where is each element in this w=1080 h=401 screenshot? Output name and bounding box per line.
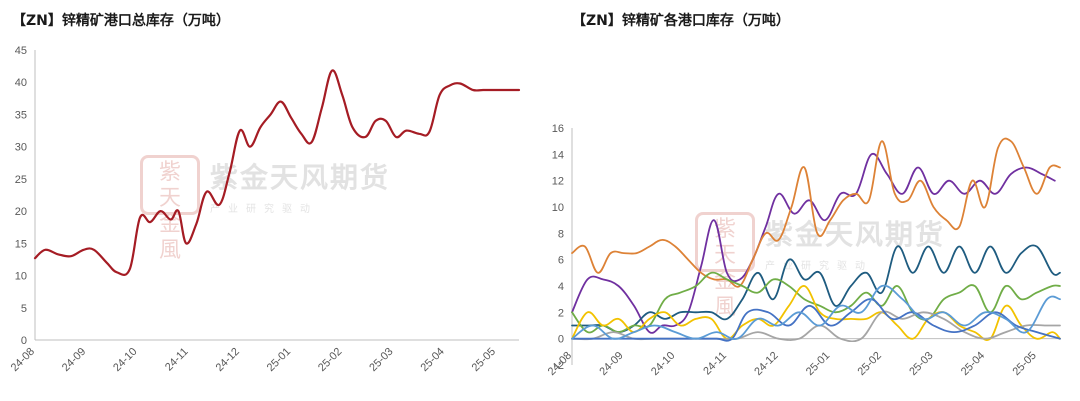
left-chart-x-tick-label: 24-09: [60, 346, 88, 374]
left-chart-y-tick-label: 20: [15, 206, 27, 218]
left-chart-y-tick-label: 40: [15, 77, 27, 89]
right-chart-y-tick-label: 16: [552, 123, 564, 135]
left-chart-x-tick-label: 24-12: [214, 346, 242, 374]
right-chart-x-tick-label: 25-04: [959, 350, 987, 378]
right-chart-series-line-7: [571, 284, 1061, 340]
right-chart-y-tick-label: 10: [552, 202, 564, 214]
left-chart-x-tick-label: 24-10: [111, 346, 139, 374]
right-chart-y-tick-label: -2: [554, 360, 564, 372]
right-chart-x-tick-label: 24-09: [597, 350, 625, 378]
right-chart-panel: 【ZN】锌精矿各港口库存（万吨） 紫天金風 紫金天风期货 产业研究驱动 -2 0 2…: [540, 0, 1080, 401]
left-chart-y-tick-label: 10: [15, 271, 27, 283]
right-chart-series-line-4: [571, 285, 1061, 341]
left-chart-x-tick-label: 25-04: [418, 346, 446, 374]
left-chart-y-tick-label: 5: [21, 303, 27, 315]
right-chart-y-tick-label: 2: [558, 307, 564, 319]
right-chart-y-tick-label: 6: [558, 255, 564, 267]
left-chart-y-tick-label: 30: [15, 142, 27, 154]
left-chart-x-tick-label: 25-03: [367, 346, 395, 374]
left-chart-svg: 0 5 10 15 20 25 30 35 40 45 24-08 24-09 24-10 24-11 24…: [9, 45, 521, 374]
right-chart-x-tick-label: 25-01: [804, 350, 832, 378]
right-chart-svg: -2 0 2 4 6 8 10 12 14 16 24-08 24-09 24-10 24-11 24-12…: [546, 123, 1061, 378]
left-chart-title: 【ZN】锌精矿港口总库存（万吨）: [12, 13, 230, 29]
right-chart-x-tick-label: 25-02: [856, 350, 884, 378]
left-chart-panel: 【ZN】锌精矿港口总库存（万吨） 紫天金風 紫金天风期货 产业研究驱动 0 5 10…: [9, 13, 521, 374]
right-chart-x-tick-label: 24-12: [752, 350, 780, 378]
left-chart-y-tick-label: 15: [15, 238, 27, 250]
right-chart-series-line-1: [571, 137, 1061, 288]
right-chart-x-tick-label: 24-08: [546, 350, 574, 378]
right-chart-x-tick-label: 25-05: [1010, 350, 1038, 378]
right-chart-y-tick-label: 12: [552, 176, 564, 188]
right-chart-series-line-3: [571, 271, 1061, 334]
left-chart-x-tick-label: 25-05: [470, 346, 498, 374]
right-chart-y-tick-label: 14: [552, 149, 564, 161]
right-chart-y-tick-label: 4: [558, 281, 564, 293]
left-chart-y-tick-label: 45: [15, 45, 27, 57]
left-chart-x-tick-label: 25-01: [265, 346, 293, 374]
right-chart-title: 【ZN】锌精矿各港口库存（万吨）: [572, 13, 790, 29]
left-chart-x-tick-label: 25-02: [316, 346, 344, 374]
left-chart-y-tick-label: 25: [15, 174, 27, 186]
right-chart-y-tick-label: 0: [558, 334, 564, 346]
right-chart-x-tick-label: 24-11: [701, 350, 729, 378]
right-chart-x-tick-label: 25-03: [907, 350, 935, 378]
left-chart-series-line-0: [33, 69, 521, 276]
left-chart-x-tick-label: 24-08: [9, 346, 37, 374]
left-chart-x-tick-label: 24-11: [163, 346, 191, 374]
right-chart-y-tick-label: 8: [558, 228, 564, 240]
right-chart-series-line-2: [571, 244, 1061, 333]
right-chart-x-tick-label: 24-10: [649, 350, 677, 378]
right-chart-series-line-0: [571, 152, 1056, 334]
right-chart-series-line-6: [571, 298, 1061, 342]
left-chart-y-tick-label: 35: [15, 109, 27, 121]
left-chart-y-tick-label: 0: [21, 335, 27, 347]
